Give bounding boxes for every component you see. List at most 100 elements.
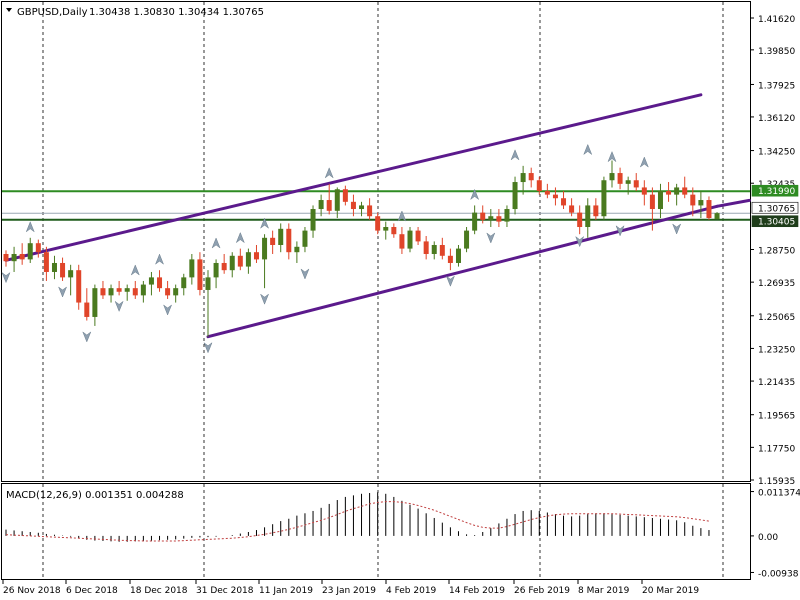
candle xyxy=(528,167,534,188)
candle xyxy=(3,250,9,267)
date-tick-label: 4 Feb 2019 xyxy=(386,586,437,596)
candle xyxy=(455,244,461,267)
candle-body xyxy=(132,288,138,296)
candle xyxy=(237,248,243,271)
candle-body xyxy=(35,243,41,253)
price-tick-label: 1.26935 xyxy=(758,279,795,289)
candle-body xyxy=(375,216,381,231)
candle xyxy=(407,227,413,253)
candle-body xyxy=(237,255,243,267)
fractal-up-icon xyxy=(211,237,221,249)
candle xyxy=(367,198,373,220)
candle xyxy=(157,270,163,292)
fractal-down-icon xyxy=(486,232,496,244)
candle-body xyxy=(68,270,74,278)
price-tick-label: 1.41620 xyxy=(758,15,795,25)
fractal-down-icon xyxy=(615,225,625,237)
price-tick-label: 1.37925 xyxy=(758,81,795,91)
price-badge xyxy=(751,215,799,228)
candle-body xyxy=(657,191,663,210)
fractal-down-icon xyxy=(82,331,92,343)
date-axis[interactable]: 26 Nov 2018 6 Dec 2018 18 Dec 2018 31 Dec 2… xyxy=(2,580,699,596)
candle xyxy=(165,280,171,299)
candle xyxy=(682,176,688,199)
channel-upper-line[interactable] xyxy=(4,93,703,262)
candle xyxy=(221,253,227,274)
date-tick-label: 6 Dec 2018 xyxy=(66,586,118,596)
candle-body xyxy=(310,209,316,231)
candle xyxy=(464,227,470,253)
candle xyxy=(302,227,308,253)
date-tick-label: 11 Jan 2019 xyxy=(259,586,313,596)
candle-body xyxy=(165,288,171,296)
candle xyxy=(447,248,453,271)
fractal-up-icon xyxy=(510,149,520,161)
candle-body xyxy=(302,230,308,247)
fractal-down-icon xyxy=(445,275,455,287)
candle-body xyxy=(633,180,639,188)
candle-body xyxy=(552,194,558,199)
candle-body xyxy=(157,277,163,289)
candle xyxy=(124,284,130,301)
candle-body xyxy=(205,277,211,290)
candle xyxy=(657,183,663,219)
candle xyxy=(68,264,74,296)
candle-body xyxy=(528,173,534,181)
candle-body xyxy=(617,173,623,184)
price-axis[interactable]: 1.416201.398501.379251.361201.342501.324… xyxy=(750,15,799,487)
candle xyxy=(173,284,179,303)
candle-body xyxy=(641,187,647,195)
fractal-up-icon xyxy=(25,221,35,233)
symbol-label: GBPUSD,Daily xyxy=(17,7,88,18)
candle xyxy=(480,205,486,224)
candle-body xyxy=(536,180,542,192)
candle xyxy=(270,230,276,254)
candle-body xyxy=(512,182,518,210)
candle-body xyxy=(92,288,98,317)
candle xyxy=(577,205,583,235)
candle xyxy=(342,185,348,206)
price-tick-label: 1.34250 xyxy=(758,148,795,158)
dropdown-triangle-icon[interactable] xyxy=(6,8,12,12)
fractal-down-icon xyxy=(114,300,124,313)
candle xyxy=(617,167,623,190)
fractal-down-icon xyxy=(259,293,270,305)
price-channel[interactable] xyxy=(4,93,751,339)
channel-lower-extension[interactable] xyxy=(715,198,751,208)
fractal-up-icon xyxy=(583,143,593,156)
fractal-down-icon xyxy=(575,235,585,248)
date-tick-label: 26 Nov 2018 xyxy=(3,586,61,596)
channel-lower-line[interactable] xyxy=(206,204,719,339)
candle-body xyxy=(391,227,397,235)
fractals xyxy=(1,143,682,354)
candle-body xyxy=(649,194,655,210)
macd-tick-label: -0.00938 xyxy=(758,569,799,579)
candle xyxy=(536,176,542,195)
candle xyxy=(609,160,615,188)
candle xyxy=(100,280,106,299)
fractal-up-icon xyxy=(235,231,245,244)
candle xyxy=(334,187,340,219)
candle-body xyxy=(189,259,195,278)
candle-body xyxy=(350,201,356,210)
fractal-down-icon xyxy=(163,304,173,316)
price-pane-frame xyxy=(1,1,751,482)
candle xyxy=(593,198,599,220)
candle-body xyxy=(577,212,583,228)
macd-tick-label: 0.011374 xyxy=(758,489,800,499)
candle xyxy=(423,236,429,260)
candle xyxy=(512,176,518,215)
candle xyxy=(318,194,324,217)
candle xyxy=(245,248,251,274)
candle-body xyxy=(334,189,340,211)
price-badge-label: 1.30405 xyxy=(758,218,795,228)
candle xyxy=(569,198,575,217)
candle xyxy=(520,165,526,195)
candle-body xyxy=(682,187,688,195)
candle-body xyxy=(585,205,591,228)
candle-body xyxy=(253,252,259,260)
candle-body xyxy=(431,244,437,254)
candle xyxy=(43,246,49,281)
candle xyxy=(714,212,720,220)
